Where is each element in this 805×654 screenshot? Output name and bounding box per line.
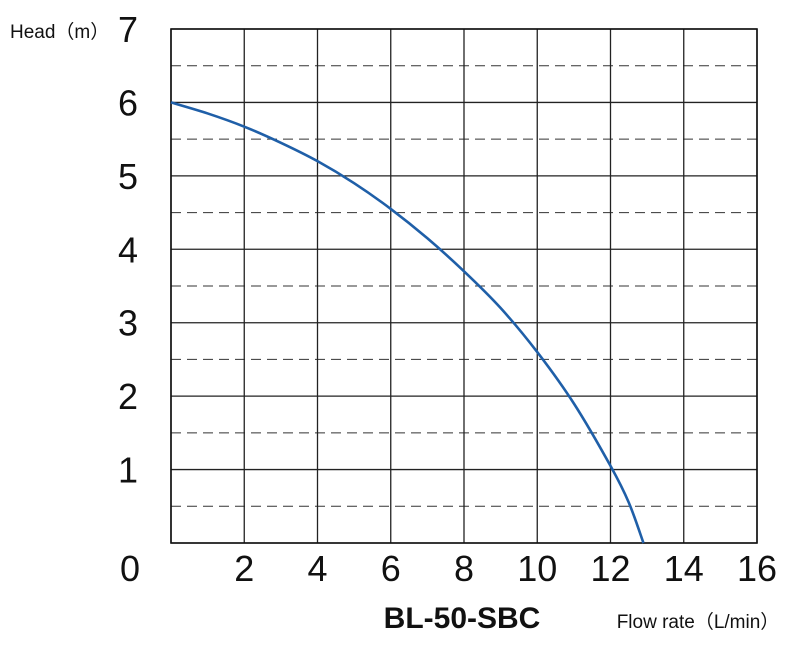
x-tick-label: 0 bbox=[120, 548, 140, 589]
y-tick-label: 2 bbox=[118, 376, 138, 417]
series-layer bbox=[170, 101, 645, 544]
x-tick-label: 2 bbox=[234, 548, 254, 589]
x-tick-label: 10 bbox=[517, 548, 557, 589]
y-axis-label: Head（m） bbox=[10, 21, 109, 43]
x-axis-label: Flow rate（L/min） bbox=[617, 611, 780, 633]
chart-title: BL-50-SBC bbox=[384, 602, 541, 635]
plot-frame bbox=[170, 28, 758, 544]
x-tick-label: 16 bbox=[737, 548, 777, 589]
y-tick-label: 4 bbox=[118, 229, 138, 270]
x-tick-label: 8 bbox=[454, 548, 474, 589]
y-tick-label: 5 bbox=[118, 156, 138, 197]
x-tick-label: 4 bbox=[307, 548, 327, 589]
y-tick-label: 7 bbox=[118, 9, 138, 50]
y-axis-ticks: 1 2 3 4 5 6 7 bbox=[118, 9, 138, 491]
x-axis-ticks: 0 2 4 6 8 10 12 14 16 bbox=[120, 548, 777, 589]
y-tick-label: 6 bbox=[118, 82, 138, 123]
grid bbox=[170, 28, 758, 544]
x-tick-label: 14 bbox=[664, 548, 704, 589]
y-tick-label: 3 bbox=[118, 303, 138, 344]
y-tick-label: 1 bbox=[118, 450, 138, 491]
x-tick-label: 12 bbox=[590, 548, 630, 589]
series-line bbox=[170, 101, 645, 544]
x-tick-label: 6 bbox=[381, 548, 401, 589]
